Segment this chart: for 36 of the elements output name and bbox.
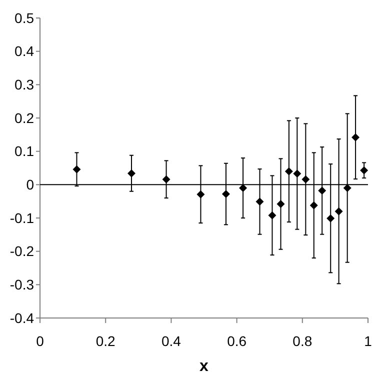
- y-tick-label: -0.4: [10, 310, 34, 326]
- point: [360, 166, 368, 174]
- y-tick-label: -0.2: [10, 243, 34, 260]
- x-tick-label: 1: [364, 333, 372, 349]
- point: [318, 186, 326, 195]
- y-tick-label: 0.5: [14, 10, 34, 26]
- y-tick-label: -0.1: [10, 210, 34, 226]
- point: [334, 207, 343, 216]
- point: [128, 169, 136, 178]
- y-tick-label: 0: [26, 176, 34, 193]
- x-tick-label: 0.6: [227, 333, 247, 349]
- point: [276, 200, 285, 208]
- y-tick-label: 0.4: [14, 43, 34, 60]
- x-tick-label: 0.8: [292, 333, 312, 349]
- point: [326, 214, 335, 222]
- point: [72, 165, 81, 174]
- x-tick-label: 0: [36, 333, 44, 349]
- x-tick-label: 0.4: [161, 333, 182, 349]
- point: [352, 133, 360, 142]
- y-tick-label: 0.3: [14, 76, 34, 93]
- point: [293, 170, 302, 178]
- point: [284, 167, 293, 176]
- point: [196, 190, 205, 198]
- y-tick-label: 0.1: [14, 143, 34, 160]
- y-tick-label: -0.3: [10, 276, 34, 293]
- x-axis-title: x: [200, 358, 209, 375]
- point: [162, 175, 170, 184]
- point: [239, 184, 248, 192]
- point: [310, 201, 318, 210]
- x-tick-label: 0.2: [96, 333, 116, 349]
- y-tick-label: 0.2: [14, 110, 34, 126]
- point: [222, 190, 230, 198]
- point: [302, 175, 310, 184]
- point: [256, 198, 264, 206]
- point: [343, 184, 352, 192]
- point: [268, 211, 276, 220]
